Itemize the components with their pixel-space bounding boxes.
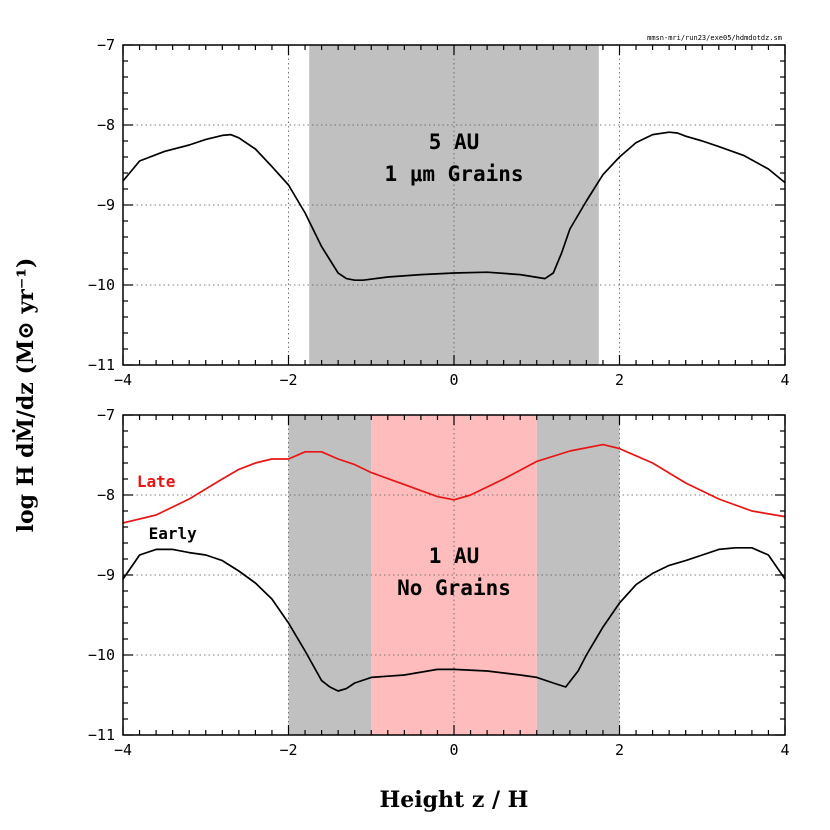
pink-band [371,415,537,735]
x-tick-label: 0 [449,371,458,389]
y-tick-label: −9 [97,566,115,584]
bottom-panel: Late Early −4 −2 0 2 4 −11 −10 −9 −8 −7 1 AU No Grain… [88,406,790,759]
series-label-late: Late [137,472,176,491]
source-label: mmsn-mri/run23/exe05/hdmdotdz.sm [647,34,782,42]
series-line-late [122,443,786,524]
top-panel: −4 −2 0 2 4 −11 −10 −9 −8 −7 5 AU 1 μm Grains [88,36,790,389]
y-tick-label: −8 [97,486,115,504]
y-tick-label: −8 [97,116,115,134]
series-label-early: Early [149,524,198,543]
y-tick-label: −10 [88,276,115,294]
y-tick-label: −11 [88,356,115,374]
x-tick-label: −4 [114,371,132,389]
x-tick-label: 2 [615,371,624,389]
x-axis-label: Height z / H [380,787,529,813]
panel-annotation-grains: No Grains [397,576,511,600]
y-tick-label: −10 [88,646,115,664]
panel-annotation-location: 5 AU [429,130,480,154]
x-tick-label: −2 [279,371,297,389]
y-tick-label: −9 [97,196,115,214]
series-line [122,131,786,282]
y-axis-label: log H dṀ/dz (M⊙ yr⁻¹) [12,258,39,533]
x-tick-label: 2 [615,741,624,759]
x-tick-label: 0 [449,741,458,759]
x-tick-label: 4 [780,741,789,759]
panel-annotation-location: 1 AU [429,544,480,568]
y-tick-label: −11 [88,726,115,744]
panel-annotation-grains: 1 μm Grains [384,162,523,186]
x-tick-label: −2 [279,741,297,759]
y-tick-label: −7 [97,36,115,54]
x-tick-label: 4 [780,371,789,389]
y-tick-label: −7 [97,406,115,424]
x-tick-label: −4 [114,741,132,759]
series-line-early [122,546,786,692]
